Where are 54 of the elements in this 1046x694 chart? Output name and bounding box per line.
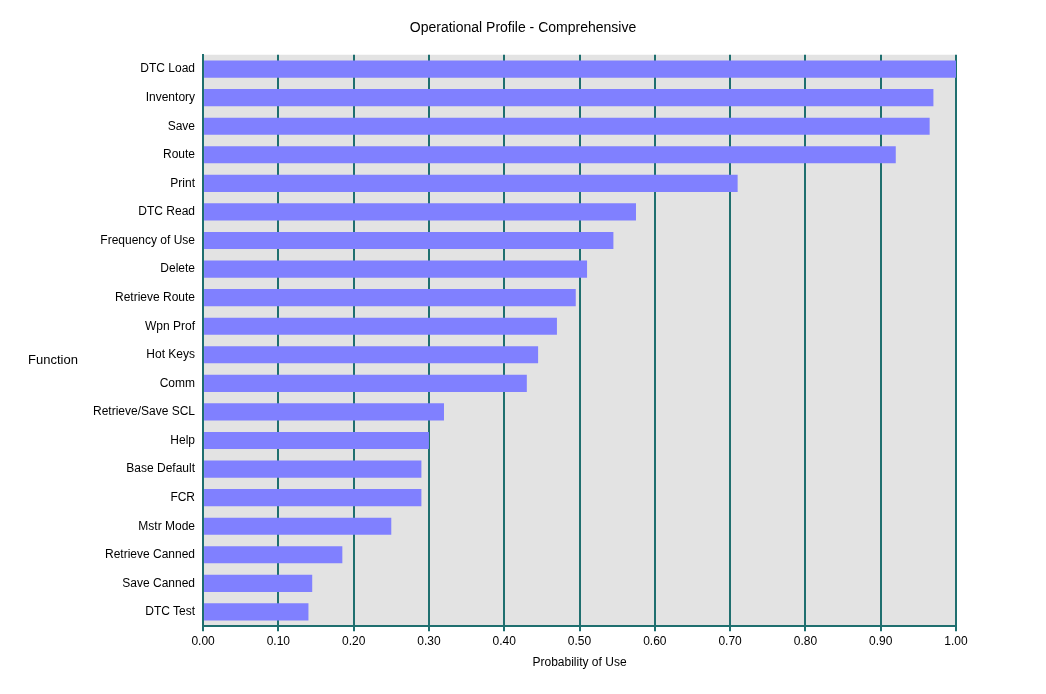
bar: [204, 317, 557, 335]
bar: [204, 146, 896, 164]
bar: [204, 346, 539, 364]
x-tick-label: 0.10: [266, 633, 291, 648]
x-tick-label: 0.50: [567, 633, 592, 648]
bar: [204, 231, 614, 250]
y-tick-label: Save Canned: [122, 575, 196, 590]
x-tick-label: 0.20: [341, 633, 366, 648]
y-tick-label: Print: [170, 175, 196, 190]
x-tick-label: 1.00: [944, 633, 968, 648]
bar: [204, 574, 313, 592]
x-tick-label: 0.30: [417, 633, 441, 648]
bar: [204, 203, 636, 221]
bar: [204, 403, 444, 421]
y-tick-label: Frequency of Use: [100, 232, 196, 247]
y-tick-label: Hot Keys: [146, 347, 196, 362]
bar: [204, 431, 429, 450]
y-tick-label: Retrieve/Save SCL: [93, 404, 196, 419]
y-tick-label: Comm: [159, 375, 196, 390]
bar: [204, 603, 309, 621]
x-tick-label: 0.40: [492, 633, 517, 648]
y-tick-label: Save: [167, 118, 196, 133]
bar: [204, 374, 527, 392]
y-tick-label: Base Default: [126, 461, 196, 476]
bar: [204, 174, 738, 192]
x-tick-label: 0.00: [191, 633, 216, 648]
y-tick-label: Help: [170, 432, 196, 447]
y-axis-title: Function: [28, 352, 78, 368]
bar: [204, 517, 392, 535]
x-tick-label: 0.70: [718, 633, 743, 648]
bar: [204, 89, 934, 107]
y-tick-label: Retrieve Canned: [104, 547, 196, 562]
y-tick-label: DTC Read: [138, 204, 196, 219]
y-tick-label: Mstr Mode: [138, 518, 196, 533]
y-tick-label: DTC Load: [140, 61, 196, 76]
x-tick-label: 0.80: [793, 633, 818, 648]
bar: [204, 60, 956, 78]
y-tick-label: Delete: [160, 261, 196, 276]
chart-title: Operational Profile - Comprehensive: [409, 19, 637, 36]
y-tick-label: Wpn Prof: [145, 318, 196, 333]
bar: [204, 489, 422, 507]
x-tick-label: 0.90: [869, 633, 893, 648]
y-tick-label: Inventory: [145, 89, 196, 104]
bar: [204, 546, 343, 564]
bar: [204, 460, 422, 478]
bar: [204, 117, 930, 135]
bar: [204, 260, 588, 278]
x-tick-label: 0.60: [643, 633, 667, 648]
y-tick-label: DTC Test: [145, 604, 196, 619]
y-tick-label: Route: [163, 147, 196, 162]
bar: [204, 289, 576, 307]
y-tick-label: Retrieve Route: [115, 289, 196, 304]
x-axis-title: Probability of Use: [532, 655, 627, 670]
y-tick-label: FCR: [170, 489, 196, 504]
